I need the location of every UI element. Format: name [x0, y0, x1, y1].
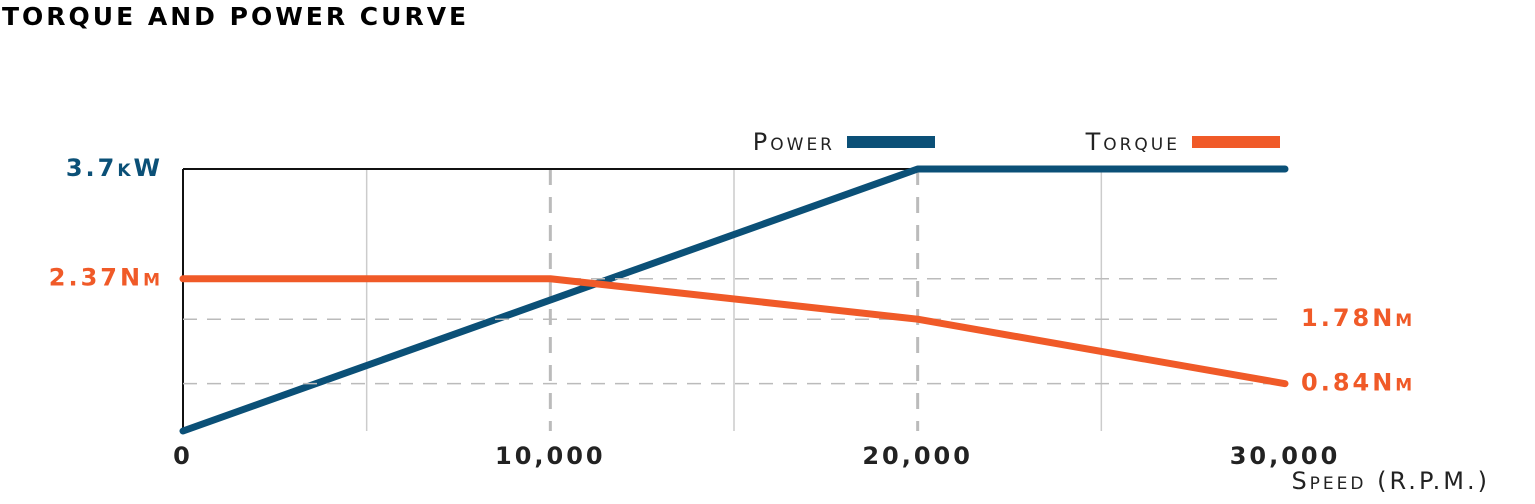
value-label: 3.7kW	[66, 154, 163, 182]
x-tick-label: 0	[173, 442, 193, 470]
legend-label: Torque	[1085, 128, 1180, 156]
value-label: 2.37Nm	[49, 264, 163, 292]
chart-title: TORQUE AND POWER CURVE	[2, 2, 469, 31]
value-label: 0.84Nm	[1301, 369, 1415, 397]
x-tick-label: 30,000	[1230, 442, 1341, 470]
x-tick-label: 20,000	[862, 442, 973, 470]
legend-label: Power	[753, 128, 835, 156]
legend-swatch	[847, 136, 935, 148]
legend-swatch	[1192, 136, 1280, 148]
x-tick-label: 10,000	[495, 442, 606, 470]
value-label: 1.78Nm	[1301, 304, 1415, 332]
series-line	[179, 275, 1289, 388]
series-line	[179, 165, 1289, 435]
x-axis-label: Speed (R.P.M.)	[1291, 467, 1490, 495]
